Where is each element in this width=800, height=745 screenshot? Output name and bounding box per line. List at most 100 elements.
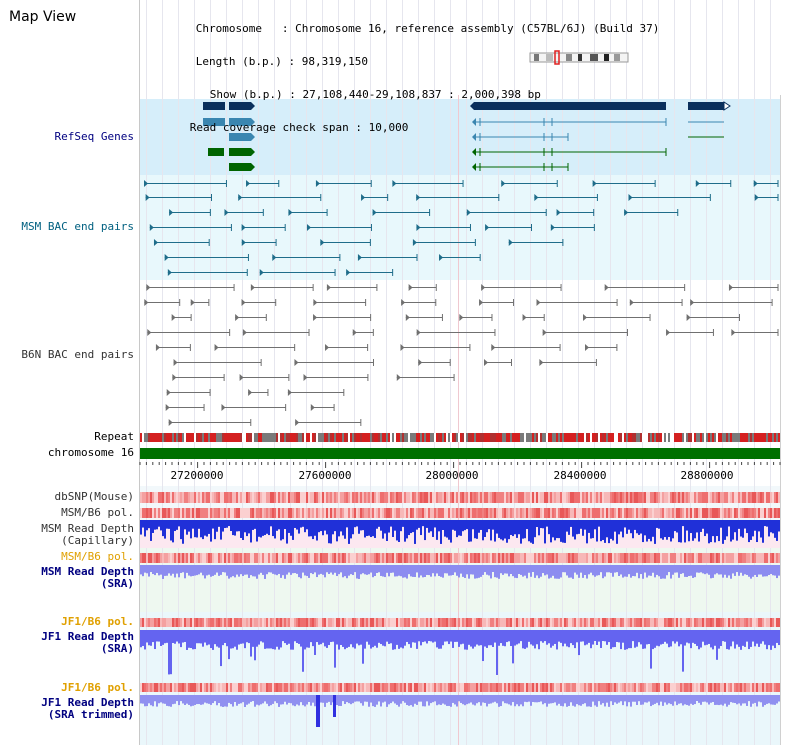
dbsnp-density-cell	[776, 492, 778, 503]
msm-b6-pol-cell	[688, 553, 690, 563]
msm-b6-pol-cell	[392, 508, 394, 518]
repeat-element	[772, 433, 774, 442]
track-label-refseq-genes[interactable]: RefSeq Genes	[54, 130, 134, 143]
msm-b6-pol-cell	[250, 508, 252, 518]
jf1-b6-pol-cell	[620, 618, 622, 627]
msm-b6-pol-cell	[542, 508, 544, 518]
jf1-b6-pol-cell	[226, 683, 228, 692]
jf1-b6-pol-cell	[736, 683, 738, 692]
dbsnp-density-cell	[658, 492, 660, 503]
jf1-b6-pol-cell	[438, 683, 440, 692]
repeat-element	[688, 433, 690, 442]
jf1-depth-trim-bar	[764, 695, 766, 706]
repeat-element	[462, 433, 464, 442]
msm-bac-pair-end	[346, 269, 351, 276]
jf1-b6-pol-cell	[726, 618, 728, 627]
track-label-msm-depth-sra[interactable]: MSM Read Depth	[41, 565, 134, 578]
track-label-msm-b6-pol-2[interactable]: MSM/B6 pol.	[61, 550, 134, 563]
jf1-depth-trim-bar	[152, 695, 154, 707]
repeat-element	[676, 433, 678, 442]
jf1-depth-trim-bar	[534, 695, 536, 703]
msm-depth-cap-bar	[734, 520, 736, 533]
track-label-jf1-depth-trim[interactable]: JF1 Read Depth	[41, 696, 134, 709]
dbsnp-density-cell	[562, 492, 564, 503]
track-label-b6n-bac[interactable]: B6N BAC end pairs	[21, 348, 134, 361]
msm-b6-pol-cell	[492, 508, 494, 518]
jf1-b6-pol-cell	[472, 618, 474, 627]
msm-depth-cap-bar	[146, 520, 148, 531]
msm-depth-cap-bar	[708, 520, 710, 544]
jf1-depth-sra-bar	[172, 630, 174, 643]
jf1-b6-pol-cell	[402, 618, 404, 627]
repeat-element	[748, 433, 750, 442]
msm-depth-sra-bar	[776, 565, 778, 579]
repeat-element	[616, 433, 618, 442]
dbsnp-density-cell	[178, 492, 180, 503]
jf1-b6-pol-cell	[578, 683, 580, 692]
track-label-chromosome: chromosome 16	[47, 446, 134, 459]
jf1-b6-pol-cell	[378, 618, 380, 627]
msm-b6-pol-cell	[492, 553, 494, 563]
dbsnp-density-cell	[630, 492, 632, 503]
msm-depth-cap-bar	[244, 520, 246, 533]
msm-b6-pol-cell	[374, 508, 376, 518]
msm-depth-sra-bar	[684, 565, 686, 577]
repeat-element	[738, 433, 740, 442]
jf1-b6-pol-cell	[172, 618, 174, 627]
jf1-b6-pol-cell	[550, 618, 552, 627]
jf1-depth-trim-bar	[646, 695, 648, 703]
jf1-b6-pol-cell	[446, 683, 448, 692]
jf1-b6-pol-cell	[470, 683, 472, 692]
dbsnp-density-cell	[448, 492, 450, 503]
track-label-msm-bac[interactable]: MSM BAC end pairs	[21, 220, 134, 233]
msm-depth-cap-bar	[746, 520, 748, 534]
dbsnp-density-cell	[224, 492, 226, 503]
jf1-b6-pol-cell	[168, 618, 170, 627]
track-label-dbsnp[interactable]: dbSNP(Mouse)	[54, 490, 134, 503]
jf1-depth-sra-bar	[232, 630, 234, 649]
msm-depth-sra-bar	[142, 565, 144, 577]
repeat-element	[194, 433, 196, 442]
msm-depth-cap-bar	[592, 520, 594, 539]
msm-b6-pol-cell	[406, 508, 408, 518]
dbsnp-density-cell	[412, 492, 414, 503]
jf1-depth-sra-bar	[388, 630, 390, 644]
msm-b6-pol-cell	[514, 553, 516, 563]
msm-depth-sra-bar	[202, 565, 204, 576]
msm-bac-pair-end	[306, 224, 311, 231]
msm-depth-sra-bar	[150, 565, 152, 573]
dbsnp-density-cell	[606, 492, 608, 503]
dbsnp-density-cell	[176, 492, 178, 503]
msm-depth-cap-bar	[516, 520, 518, 538]
track-label-jf1-depth-sra[interactable]: JF1 Read Depth	[41, 630, 134, 643]
b6n-bac-pair-end	[146, 284, 151, 291]
jf1-depth-sra-bar	[746, 630, 748, 642]
track-label-jf1-b6-pol-2[interactable]: JF1/B6 pol.	[61, 681, 134, 694]
dbsnp-density-cell	[514, 492, 516, 503]
jf1-depth-trim-bar	[420, 695, 422, 702]
jf1-b6-pol-cell	[300, 618, 302, 627]
jf1-depth-sra-bar	[704, 630, 706, 646]
jf1-b6-pol-cell	[196, 683, 198, 692]
msm-b6-pol-cell	[524, 508, 526, 518]
msm-b6-pol-cell	[526, 553, 528, 563]
msm-depth-sra-bar	[408, 565, 410, 575]
dbsnp-density-cell	[410, 492, 412, 503]
repeat-element	[266, 433, 268, 442]
jf1-depth-trim-bar	[460, 695, 462, 703]
msm-depth-cap-bar	[232, 520, 234, 536]
msm-depth-cap-bar	[416, 520, 418, 530]
jf1-b6-pol-cell	[568, 618, 570, 627]
track-label-msm-depth-cap[interactable]: MSM Read Depth	[41, 522, 134, 535]
length-value: 98,319,150	[301, 55, 368, 68]
jf1-depth-trim-bar	[212, 695, 214, 704]
jf1-depth-trim-bar	[736, 695, 738, 705]
jf1-b6-pol-cell	[268, 618, 270, 627]
b6n-bac-pair-end	[352, 329, 357, 336]
repeat-element	[552, 433, 554, 442]
track-label-jf1-b6-pol-1[interactable]: JF1/B6 pol.	[61, 615, 134, 628]
track-label-msm-b6-pol-1[interactable]: MSM/B6 pol.	[61, 506, 134, 519]
msm-b6-pol-cell	[316, 553, 318, 563]
msm-depth-sra-bar	[558, 565, 560, 579]
